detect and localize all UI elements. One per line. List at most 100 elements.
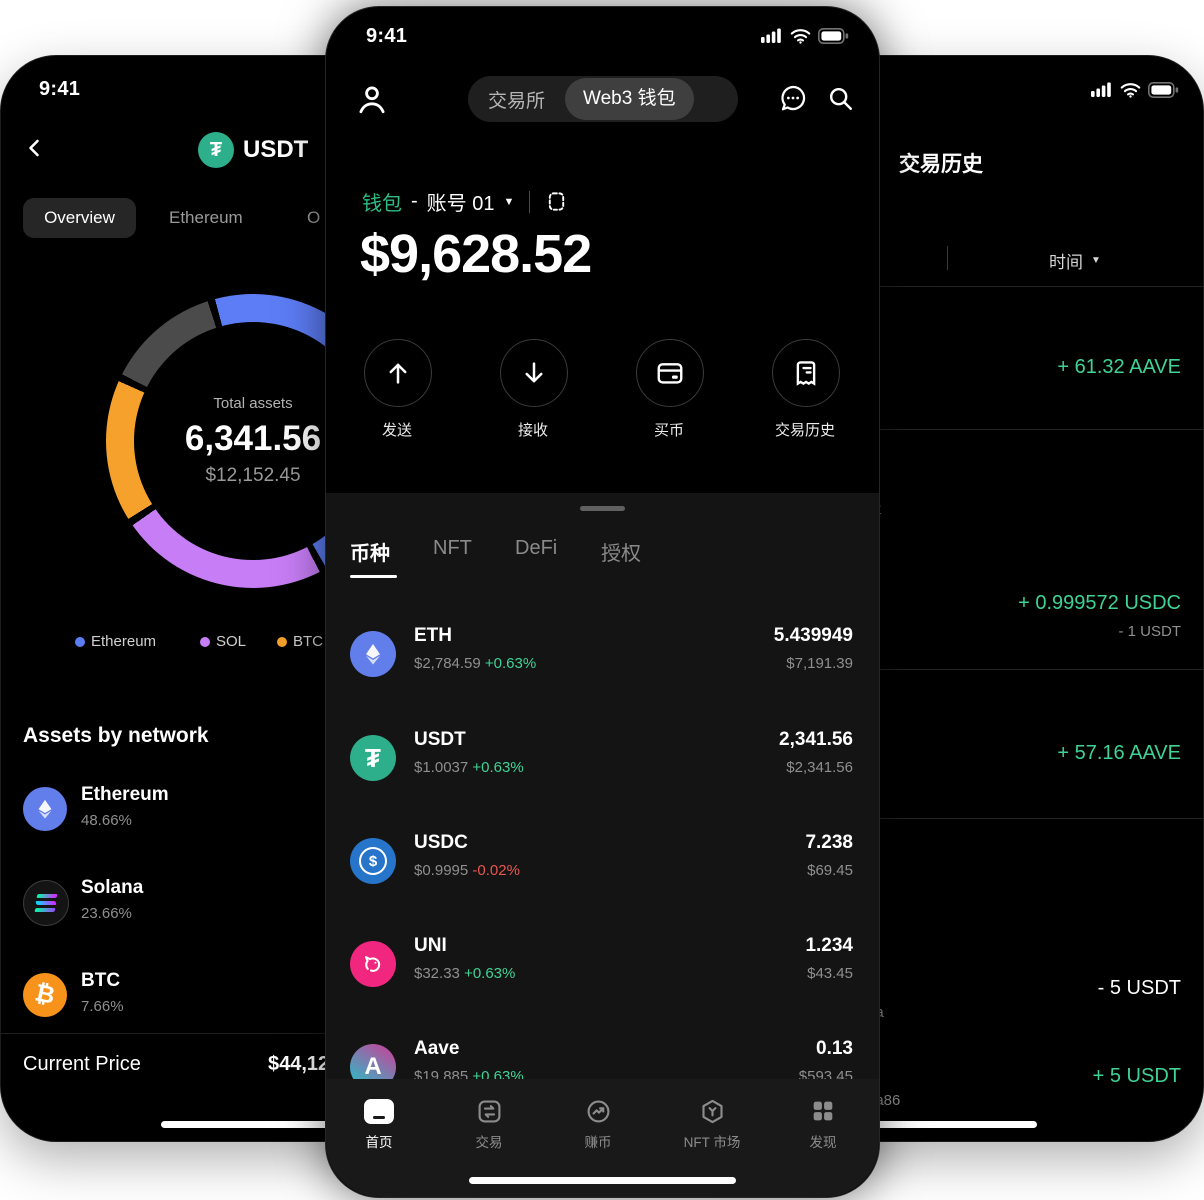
network-name: BTC	[81, 970, 121, 991]
wallet-phone: 9:41 交易所 Web3 钱包 钱包 - 账号 01 ▼ $9,628.52	[325, 6, 880, 1198]
send-button[interactable]	[364, 339, 432, 407]
status-icons	[761, 28, 849, 44]
buy-crypto-button[interactable]	[636, 339, 704, 407]
network-row[interactable]: Solana 23.66%	[1, 877, 501, 947]
token-change: +0.63%	[472, 759, 524, 776]
nav-earn[interactable]: 赚币	[543, 1097, 653, 1151]
usdc-icon: $	[350, 838, 396, 884]
chevron-down-icon[interactable]: ▼	[503, 195, 515, 208]
transaction-amount[interactable]: + 57.16 AAVE	[1057, 742, 1181, 764]
drag-handle[interactable]	[580, 506, 625, 511]
profile-icon[interactable]	[354, 81, 390, 117]
page-title: 交易历史	[899, 153, 983, 176]
tab-nft[interactable]: NFT	[433, 537, 472, 559]
account-name[interactable]: 账号 01	[426, 193, 495, 215]
divider	[691, 286, 1203, 287]
assets-sheet: 币种 NFT DeFi 授权 ETH $2,784.59 +0.63% 5.43…	[326, 493, 879, 1090]
ethereum-icon	[23, 787, 67, 831]
uni-icon	[350, 941, 396, 987]
network-percent: 23.66%	[81, 905, 132, 922]
token-row[interactable]: UNI $32.33 +0.63% 1.234 $43.45	[326, 913, 879, 1016]
token-amount: 0.13	[816, 1038, 853, 1059]
receive-label: 接收	[517, 422, 548, 439]
transaction-amount[interactable]: + 61.32 AAVE	[1057, 356, 1181, 378]
nav-trade[interactable]: 交易	[434, 1097, 544, 1151]
home-indicator[interactable]	[161, 1121, 333, 1128]
document-icon	[796, 361, 816, 386]
tab-ethereum[interactable]: Ethereum	[169, 208, 243, 227]
token-price: $32.33	[414, 965, 460, 982]
network-row[interactable]: Ethereum 48.66%	[1, 784, 501, 854]
nav-home[interactable]: 首页	[326, 1097, 434, 1151]
usdt-icon: ₮	[350, 735, 396, 781]
legend-dot-sol	[200, 637, 210, 647]
nft-market-icon	[657, 1097, 767, 1125]
token-change: +0.63%	[464, 965, 516, 982]
card-icon	[657, 363, 683, 384]
wifi-icon	[790, 29, 811, 44]
tab-approvals[interactable]: 授权	[601, 543, 641, 565]
divider	[529, 190, 531, 213]
legend-label-ethereum: Ethereum	[91, 633, 157, 650]
transaction-amount[interactable]: + 5 USDT	[1092, 1065, 1181, 1087]
nav-nft-market[interactable]: NFT 市场	[657, 1097, 767, 1151]
search-icon[interactable]	[826, 84, 855, 113]
current-price-label: Current Price	[23, 1053, 141, 1075]
home-icon	[326, 1097, 434, 1125]
home-indicator[interactable]	[469, 1177, 736, 1184]
receive-button[interactable]	[500, 339, 568, 407]
divider	[691, 818, 1203, 819]
token-value: $7,191.39	[786, 655, 853, 672]
back-icon[interactable]	[23, 136, 47, 160]
transaction-amount[interactable]: - 5 USDT	[1097, 977, 1181, 999]
transaction-amount[interactable]: + 0.999572 USDC	[1018, 592, 1181, 614]
legend-label-sol: SOL	[216, 633, 247, 650]
legend-label-btc: BTC	[293, 633, 323, 650]
token-row[interactable]: $ USDC $0.9995 -0.02% 7.238 $69.45	[326, 810, 879, 913]
donut-amount: 6,341.56	[184, 419, 322, 458]
legend-dot-btc	[277, 637, 287, 647]
token-price: $0.9995	[414, 862, 469, 879]
tab-defi[interactable]: DeFi	[515, 537, 558, 559]
token-row[interactable]: ETH $2,784.59 +0.63% 5.439949 $7,191.39	[326, 603, 879, 706]
buy-crypto-label: 买币	[653, 422, 684, 439]
token-price: $1.0037	[414, 759, 469, 776]
solana-icon	[23, 880, 69, 926]
filter-divider	[947, 246, 948, 270]
segment-exchange[interactable]: 交易所	[488, 90, 546, 112]
bottom-nav: 首页 交易 赚币 NFT 市场	[326, 1079, 879, 1197]
divider	[1, 1033, 501, 1034]
token-symbol: USDC	[414, 832, 468, 853]
send-label: 发送	[381, 422, 412, 439]
arrow-up-icon	[389, 363, 407, 384]
bitcoin-icon: ₿	[23, 973, 67, 1017]
donut-usd-value: $12,152.45	[205, 465, 301, 486]
signal-icon	[1091, 82, 1111, 97]
chat-icon[interactable]	[778, 83, 808, 113]
nav-discover[interactable]: 发现	[768, 1097, 878, 1151]
transaction-sub: - 1 USDT	[1118, 623, 1181, 640]
signal-icon	[761, 28, 781, 43]
segment-web3-wallet[interactable]: Web3 钱包	[565, 78, 694, 120]
token-amount: 1.234	[805, 935, 853, 956]
network-row[interactable]: ₿ BTC 7.66%	[1, 970, 501, 1040]
token-row[interactable]: ₮ USDT $1.0037 +0.63% 2,341.56 $2,341.56	[326, 707, 879, 810]
token-symbol: UNI	[414, 935, 447, 956]
divider	[691, 669, 1203, 670]
history-button[interactable]	[772, 339, 840, 407]
home-indicator[interactable]	[831, 1121, 1037, 1128]
time-filter[interactable]: 时间 ▼	[1049, 253, 1101, 272]
status-time: 9:41	[39, 78, 81, 100]
tab-clipped[interactable]: O	[307, 208, 321, 227]
arrow-down-icon	[525, 362, 543, 383]
token-amount: 5.439949	[773, 625, 853, 646]
switch-wallet-icon[interactable]	[545, 190, 568, 213]
wallet-separator: -	[411, 190, 418, 212]
tab-coins[interactable]: 币种	[350, 543, 390, 565]
tab-overview[interactable]: Overview	[23, 198, 136, 238]
token-symbol: ETH	[414, 625, 452, 646]
token-value: $69.45	[807, 862, 853, 879]
battery-icon	[818, 28, 849, 44]
chevron-down-icon: ▼	[1091, 255, 1101, 266]
token-price: $2,784.59	[414, 655, 481, 672]
